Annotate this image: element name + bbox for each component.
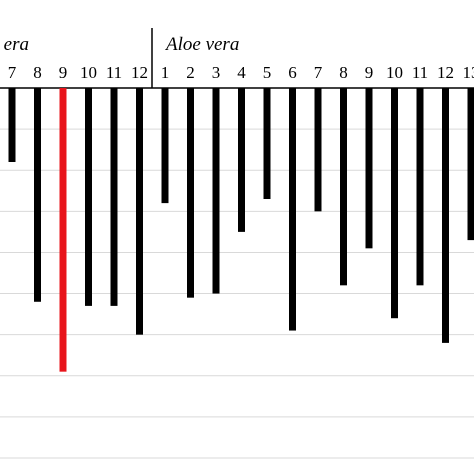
bar [187,88,194,298]
group-labels: era Aloe vera [4,34,240,55]
gridlines [0,128,474,459]
group-label: Aloe vera [164,34,239,55]
category-label: 12 [131,63,148,82]
category-label: 9 [59,63,68,82]
bar [110,88,118,306]
category-label: 7 [314,63,323,82]
bar [365,88,373,249]
category-label: 9 [365,63,374,82]
bar-highlighted [59,88,67,372]
category-label: 1 [161,63,170,82]
category-label: 8 [339,63,348,82]
bar [416,88,424,286]
bar [263,88,271,199]
bar [238,88,245,232]
category-label: 8 [33,63,42,82]
category-label: 10 [386,63,403,82]
bar [442,88,449,343]
bars [8,88,474,372]
bar [8,88,16,162]
bar [161,88,169,204]
bar [136,88,143,335]
bar [85,88,92,306]
bar [289,88,296,331]
category-label: 3 [212,63,221,82]
category-label: 4 [237,63,246,82]
category-label: 5 [263,63,272,82]
bar [391,88,398,319]
category-label: 7 [8,63,17,82]
bar [212,88,220,294]
category-label: 12 [437,63,454,82]
category-label: 11 [412,63,428,82]
group-label: era [4,34,29,55]
category-label: 11 [106,63,122,82]
category-label: 6 [288,63,297,82]
category-label: 13 [463,63,474,82]
bar [34,88,41,302]
category-labels: 78910111212345678910111213 [8,63,474,82]
bar [314,88,322,212]
bar [340,88,347,286]
bar [467,88,474,241]
category-label: 10 [80,63,97,82]
category-label: 2 [186,63,195,82]
